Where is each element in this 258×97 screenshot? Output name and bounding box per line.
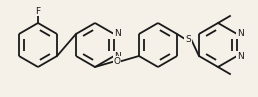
Text: N: N	[237, 52, 244, 61]
Text: S: S	[185, 35, 191, 43]
Text: N: N	[237, 29, 244, 39]
Text: N: N	[114, 29, 120, 39]
Text: N: N	[114, 52, 120, 61]
Text: O: O	[114, 57, 120, 66]
Text: F: F	[35, 6, 41, 16]
